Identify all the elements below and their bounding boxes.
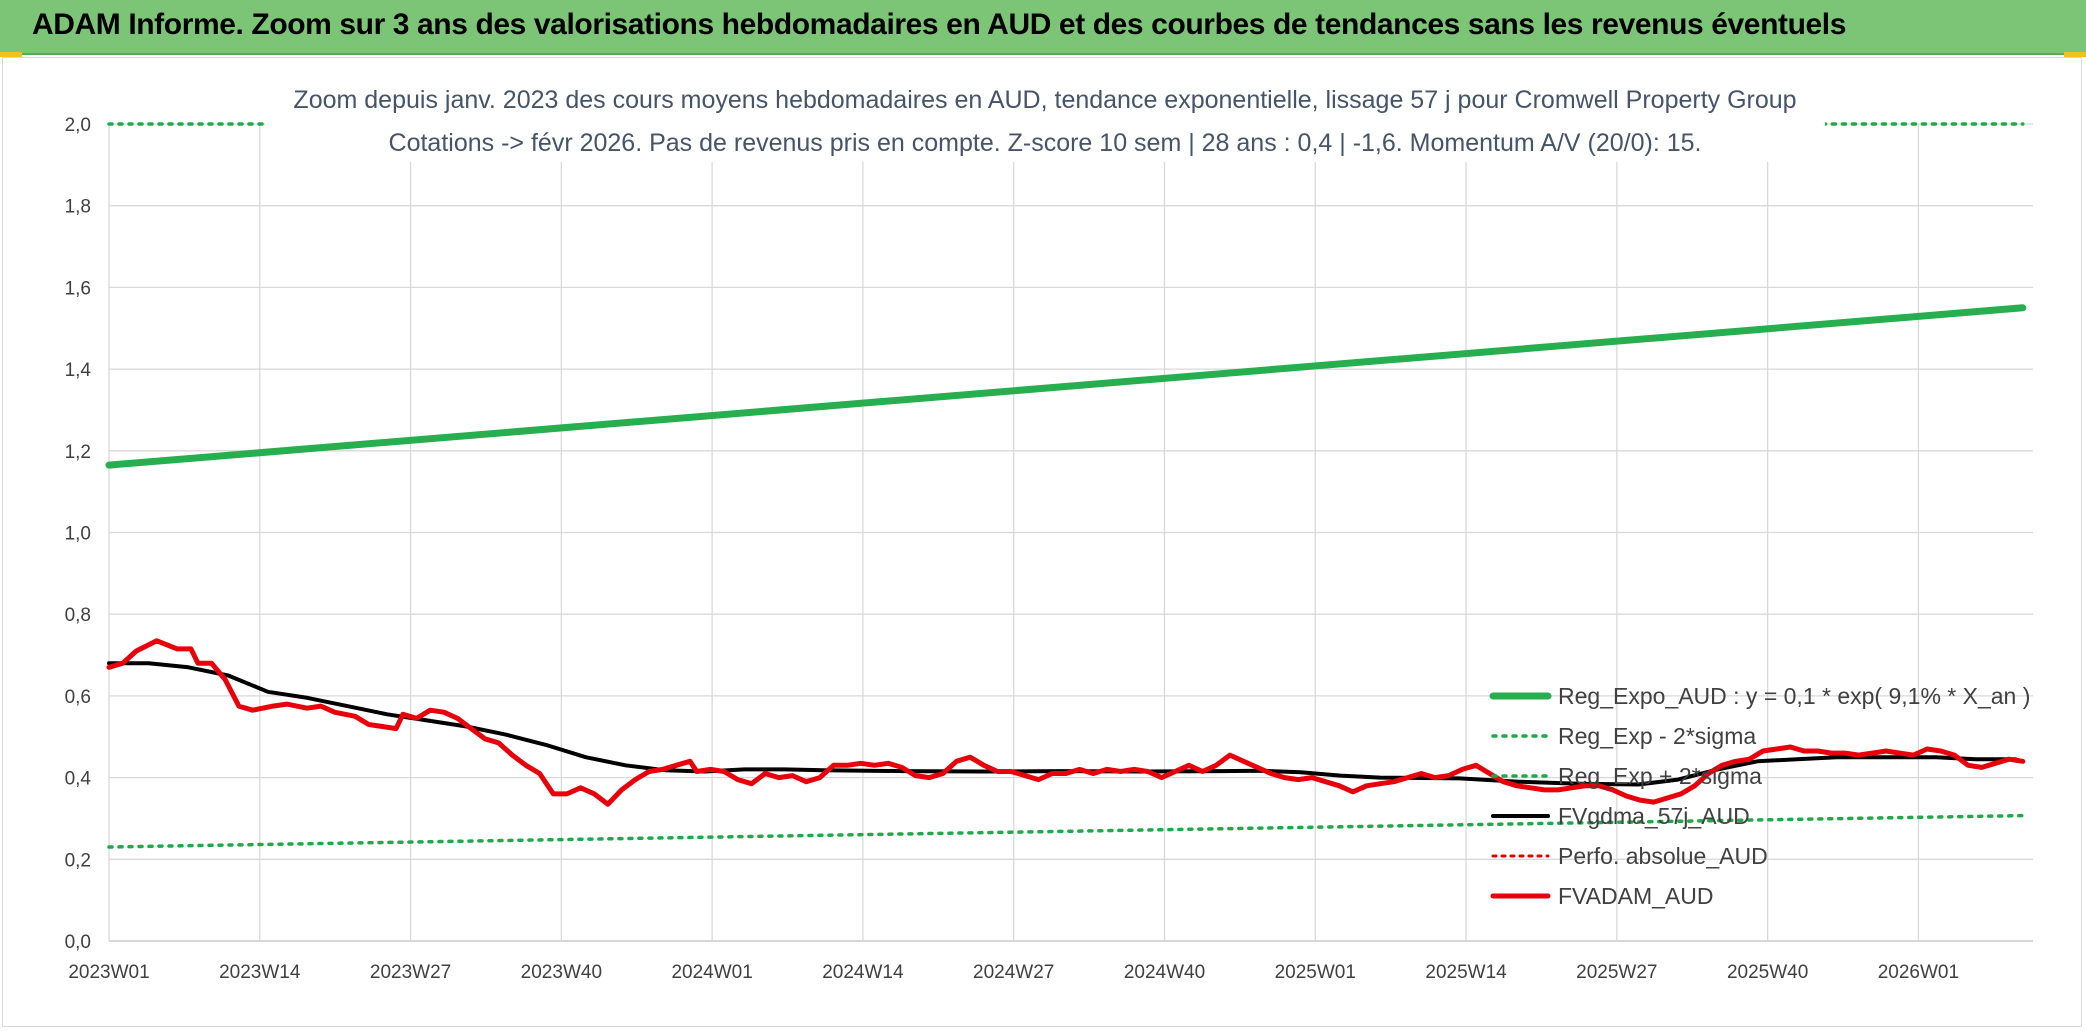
y-axis-ticks: 0,0 0,2 0,4 0,6 0,8 1,0 1,2 1,4 1,6 1,8 2,0 (65, 115, 92, 953)
chart-subtitle-line1: Zoom depuis janv. 2023 des cours moyens … (293, 86, 1796, 114)
report-header: ADAM Informe. Zoom sur 3 ans des valoris… (0, 0, 2086, 55)
chart-frame: Zoom depuis janv. 2023 des cours moyens … (2, 57, 2082, 1027)
x-tick-label: 2024W01 (671, 962, 752, 983)
y-tick-label: 1,6 (65, 278, 91, 299)
y-tick-label: 2,0 (65, 115, 91, 136)
x-tick-label: 2024W27 (973, 962, 1054, 983)
series-line-1 (107, 813, 2025, 849)
x-tick-label: 2023W14 (219, 962, 301, 983)
x-tick-label: 2025W27 (1576, 962, 1657, 983)
y-tick-label: 0,0 (65, 932, 91, 953)
chart-subtitle-line2: Cotations -> févr 2026. Pas de revenus p… (389, 129, 1702, 157)
x-tick-label: 2024W40 (1124, 962, 1205, 983)
y-tick-label: 0,8 (65, 605, 91, 626)
x-axis-ticks: 2023W01 2023W14 2023W27 2023W40 2024W01 2024W… (68, 962, 1959, 983)
x-tick-label: 2026W01 (1878, 962, 1959, 983)
subtitle-background (265, 64, 1825, 162)
x-tick-label: 2025W14 (1425, 962, 1507, 983)
header-accent-left (0, 52, 22, 57)
header-accent-right (2064, 52, 2086, 57)
x-tick-label: 2025W01 (1275, 962, 1356, 983)
legend-label: Reg_Exp + 2*sigma (1558, 763, 1762, 789)
x-tick-label: 2025W40 (1727, 962, 1808, 983)
legend-label: Reg_Exp - 2*sigma (1558, 723, 1756, 749)
legend-label: FVADAM_AUD (1558, 883, 1714, 909)
y-tick-label: 0,2 (65, 850, 91, 871)
chart-legend: Reg_Expo_AUD : y = 0,1 * exp( 9,1% * X_a… (1489, 683, 2030, 909)
x-tick-label: 2024W14 (822, 962, 904, 983)
series-layer (105, 122, 2027, 849)
series-line-5 (106, 638, 2026, 807)
legend-label: Reg_Expo_AUD : y = 0,1 * exp( 9,1% * X_a… (1558, 683, 2030, 709)
y-tick-label: 0,6 (65, 687, 91, 708)
x-tick-label: 2023W01 (68, 962, 149, 983)
x-tick-label: 2023W27 (370, 962, 451, 983)
y-tick-label: 1,4 (65, 360, 92, 381)
y-tick-label: 1,0 (65, 524, 91, 545)
legend-label: Perfo. absolue_AUD (1558, 843, 1768, 869)
x-tick-label: 2023W40 (521, 962, 602, 983)
legend-label: FVgdma_57j_AUD (1558, 803, 1750, 829)
y-tick-label: 1,8 (65, 197, 91, 218)
line-chart: Zoom depuis janv. 2023 des cours moyens … (65, 64, 2033, 983)
series-line-3 (107, 661, 2018, 787)
y-tick-label: 1,2 (65, 442, 91, 463)
series-line-0 (105, 304, 2027, 469)
report-title: ADAM Informe. Zoom sur 3 ans des valoris… (32, 8, 1847, 41)
y-tick-label: 0,4 (65, 769, 92, 790)
